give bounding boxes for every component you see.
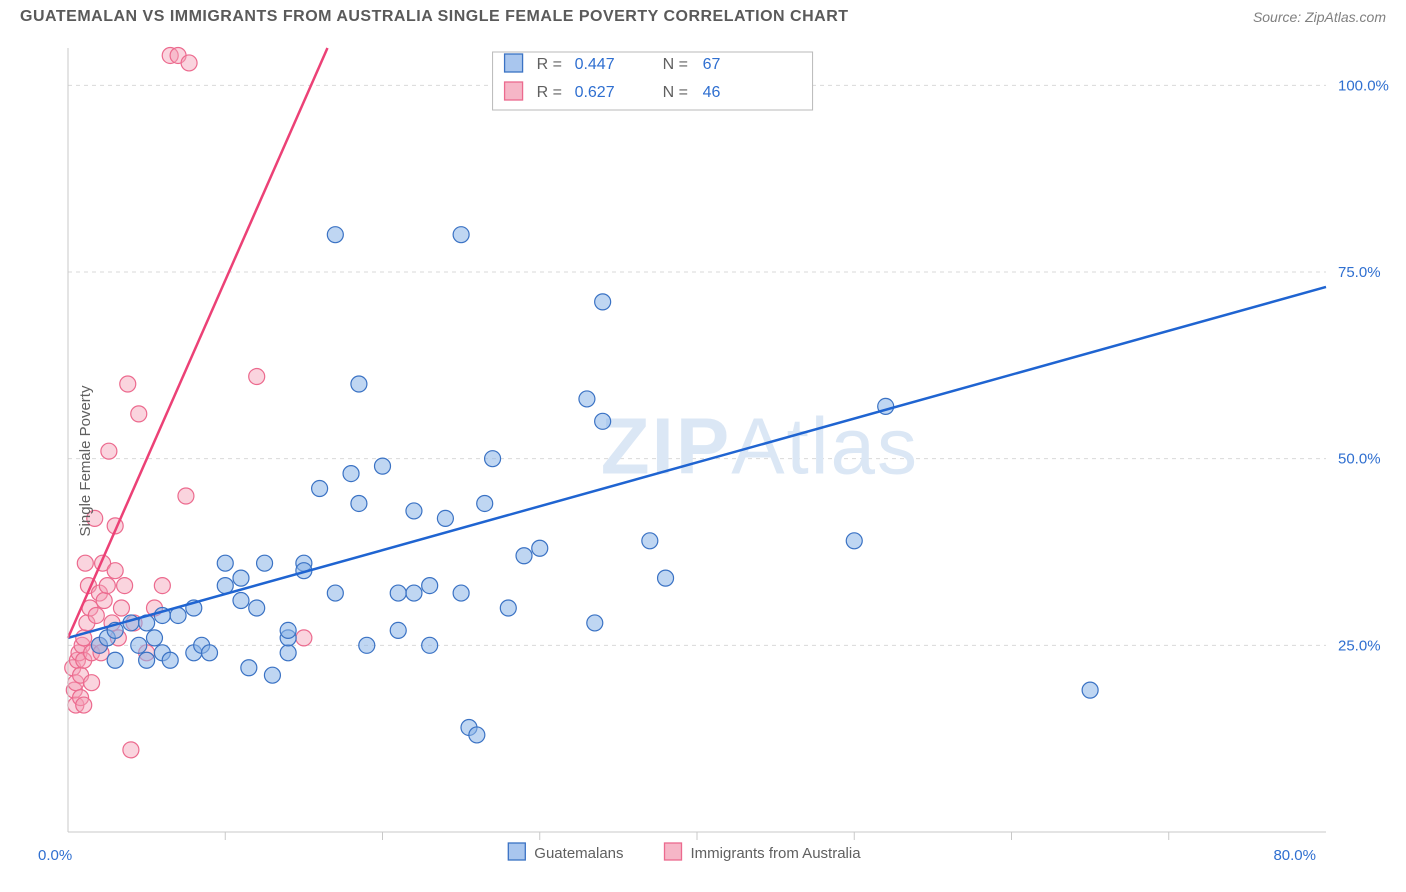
data-point	[422, 637, 438, 653]
y-tick-label: 25.0%	[1338, 637, 1381, 654]
data-point	[1082, 682, 1098, 698]
data-point	[123, 742, 139, 758]
regression-line	[68, 48, 327, 638]
data-point	[178, 488, 194, 504]
data-point	[113, 600, 129, 616]
data-point	[107, 652, 123, 668]
data-point	[84, 675, 100, 691]
data-point	[99, 578, 115, 594]
data-point	[658, 570, 674, 586]
y-tick-label: 100.0%	[1338, 77, 1389, 94]
data-point	[587, 615, 603, 631]
legend-r-label: R =	[537, 84, 562, 101]
data-point	[642, 533, 658, 549]
data-point	[107, 563, 123, 579]
data-point	[375, 458, 391, 474]
data-point	[351, 376, 367, 392]
data-point	[162, 652, 178, 668]
regression-line	[68, 287, 1326, 638]
data-point	[485, 451, 501, 467]
data-point	[181, 55, 197, 71]
legend-r-label: R =	[537, 56, 562, 73]
legend-r-value: 0.627	[575, 84, 615, 101]
data-point	[96, 593, 112, 609]
legend-n-label: N =	[663, 84, 688, 101]
data-point	[202, 645, 218, 661]
y-tick-label: 50.0%	[1338, 451, 1381, 468]
data-point	[327, 585, 343, 601]
data-point	[453, 585, 469, 601]
legend-swatch	[505, 54, 523, 72]
data-point	[280, 622, 296, 638]
data-point	[120, 376, 136, 392]
data-point	[500, 600, 516, 616]
data-point	[532, 540, 548, 556]
legend-n-value: 46	[703, 84, 721, 101]
legend-r-value: 0.447	[575, 56, 615, 73]
data-point	[327, 227, 343, 243]
legend-n-value: 67	[703, 56, 721, 73]
data-point	[296, 630, 312, 646]
legend-series-label: Immigrants from Australia	[691, 845, 862, 862]
data-point	[579, 391, 595, 407]
data-point	[406, 503, 422, 519]
data-point	[233, 570, 249, 586]
data-point	[233, 593, 249, 609]
chart-title: GUATEMALAN VS IMMIGRANTS FROM AUSTRALIA …	[20, 8, 849, 26]
data-point	[595, 413, 611, 429]
data-point	[390, 622, 406, 638]
data-point	[101, 443, 117, 459]
data-point	[280, 645, 296, 661]
legend-series-label: Guatemalans	[534, 845, 623, 862]
source-attribution: Source: ZipAtlas.com	[1253, 9, 1386, 25]
data-point	[595, 294, 611, 310]
legend-swatch	[505, 82, 523, 100]
data-point	[154, 578, 170, 594]
data-point	[390, 585, 406, 601]
data-point	[77, 555, 93, 571]
data-point	[88, 607, 104, 623]
data-point	[249, 369, 265, 385]
data-point	[406, 585, 422, 601]
legend-swatch	[665, 843, 682, 860]
data-point	[139, 652, 155, 668]
data-point	[437, 510, 453, 526]
data-point	[217, 555, 233, 571]
x-end-label: 80.0%	[1273, 847, 1316, 864]
data-point	[343, 466, 359, 482]
legend-swatch	[508, 843, 525, 860]
data-point	[422, 578, 438, 594]
y-tick-label: 75.0%	[1338, 264, 1381, 281]
data-point	[359, 637, 375, 653]
data-point	[117, 578, 133, 594]
scatter-chart: 25.0%50.0%75.0%100.0%ZIPAtlas0.0%80.0%R …	[20, 40, 1396, 882]
data-point	[312, 481, 328, 497]
data-point	[477, 495, 493, 511]
data-point	[241, 660, 257, 676]
data-point	[146, 630, 162, 646]
legend-n-label: N =	[663, 56, 688, 73]
data-point	[453, 227, 469, 243]
data-point	[131, 406, 147, 422]
data-point	[846, 533, 862, 549]
data-point	[351, 495, 367, 511]
data-point	[264, 667, 280, 683]
data-point	[469, 727, 485, 743]
x-origin-label: 0.0%	[38, 847, 72, 864]
data-point	[131, 637, 147, 653]
chart-area: Single Female Poverty 25.0% 50.0% 75.0% 100…	[20, 40, 1396, 882]
data-point	[76, 697, 92, 713]
data-point	[257, 555, 273, 571]
data-point	[249, 600, 265, 616]
data-point	[516, 548, 532, 564]
y-axis-label: Single Female Poverty	[77, 386, 94, 537]
